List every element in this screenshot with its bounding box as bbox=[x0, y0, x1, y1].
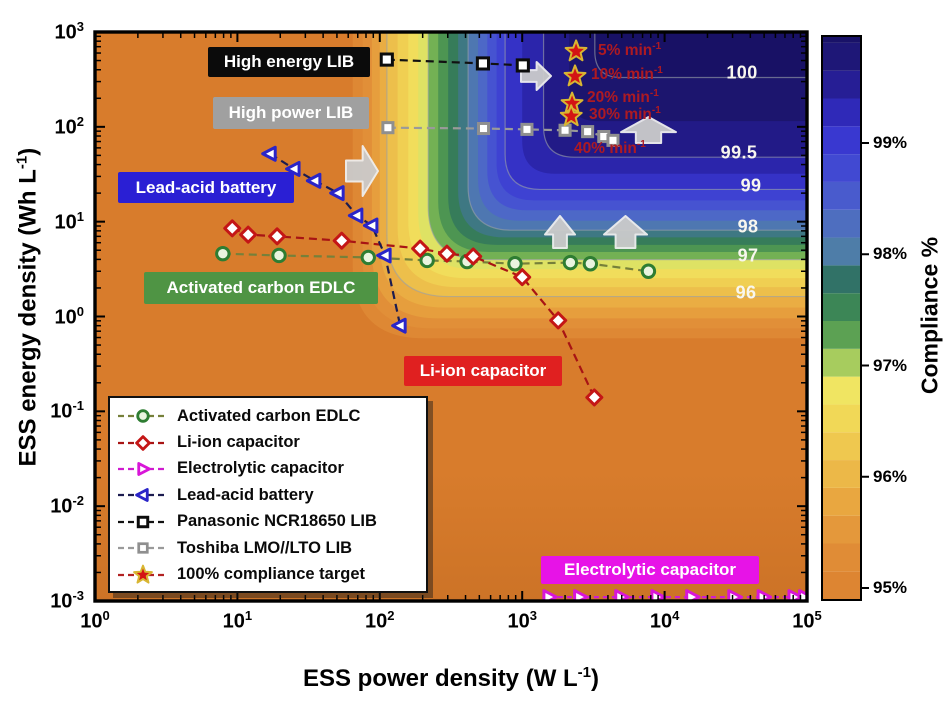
block-arrows bbox=[345, 61, 677, 249]
series-edlc bbox=[215, 245, 657, 279]
legend-marker-circle-icon bbox=[118, 409, 168, 423]
y-axis-title: ESS energy density (Wh L-1) bbox=[14, 148, 43, 467]
legend-marker-square-icon bbox=[118, 542, 168, 554]
legend-item-tosh: Toshiba LMO//LTO LIB bbox=[116, 535, 426, 561]
legend-item-label: Toshiba LMO//LTO LIB bbox=[177, 538, 353, 557]
axes bbox=[93, 30, 809, 603]
legend-item-pana: Panasonic NCR18650 LIB bbox=[116, 509, 426, 535]
legend: Activated carbon EDLC Li-ion capacitor Ele… bbox=[108, 396, 428, 593]
right-block-arrow bbox=[345, 145, 379, 197]
series-pba bbox=[261, 145, 407, 334]
legend-item-label: Li-ion capacitor bbox=[177, 433, 300, 452]
series-tosh bbox=[381, 121, 620, 147]
legend-item-label: Panasonic NCR18650 LIB bbox=[177, 512, 377, 531]
legend-marker-square-icon bbox=[118, 515, 168, 528]
legend-item-label: Lead-acid battery bbox=[177, 485, 314, 504]
x-axis-title-close: ) bbox=[591, 665, 600, 692]
legend-marker-tri-left-icon bbox=[118, 488, 168, 503]
colorbar bbox=[821, 35, 869, 601]
series-pana bbox=[379, 52, 530, 73]
series-lic bbox=[223, 219, 604, 407]
y-axis-title-close: ) bbox=[14, 147, 42, 156]
x-axis-title-text: ESS power density (W L bbox=[302, 665, 578, 692]
legend-item-pba: Lead-acid battery bbox=[116, 482, 426, 508]
y-axis-title-sup: -1 bbox=[13, 155, 31, 170]
y-axis-title-text: ESS energy density (Wh L bbox=[14, 169, 42, 467]
legend-item-label: 100% compliance target bbox=[177, 565, 365, 584]
series-target bbox=[559, 39, 588, 127]
legend-marker-diamond-icon bbox=[118, 434, 168, 451]
up-block-arrow bbox=[603, 215, 648, 249]
legend-marker-tri-right-icon bbox=[118, 462, 168, 476]
legend-item-lic: Li-ion capacitor bbox=[116, 429, 426, 455]
legend-item-label: Activated carbon EDLC bbox=[177, 406, 361, 425]
x-axis-title: ESS power density (W L-1) bbox=[95, 664, 807, 693]
right-block-arrow bbox=[520, 61, 552, 91]
x-axis-title-sup: -1 bbox=[577, 664, 592, 681]
up-block-arrow bbox=[544, 215, 576, 249]
legend-item-edlc: Activated carbon EDLC bbox=[116, 403, 426, 429]
up-block-arrow bbox=[620, 116, 677, 144]
legend-item-elcap: Electrolytic capacitor bbox=[116, 456, 426, 482]
legend-item-label: Electrolytic capacitor bbox=[177, 459, 344, 478]
legend-item-target: 100% compliance target bbox=[116, 561, 426, 587]
legend-marker-star-icon bbox=[118, 564, 168, 584]
colorbar-title: Compliance % bbox=[916, 236, 943, 395]
